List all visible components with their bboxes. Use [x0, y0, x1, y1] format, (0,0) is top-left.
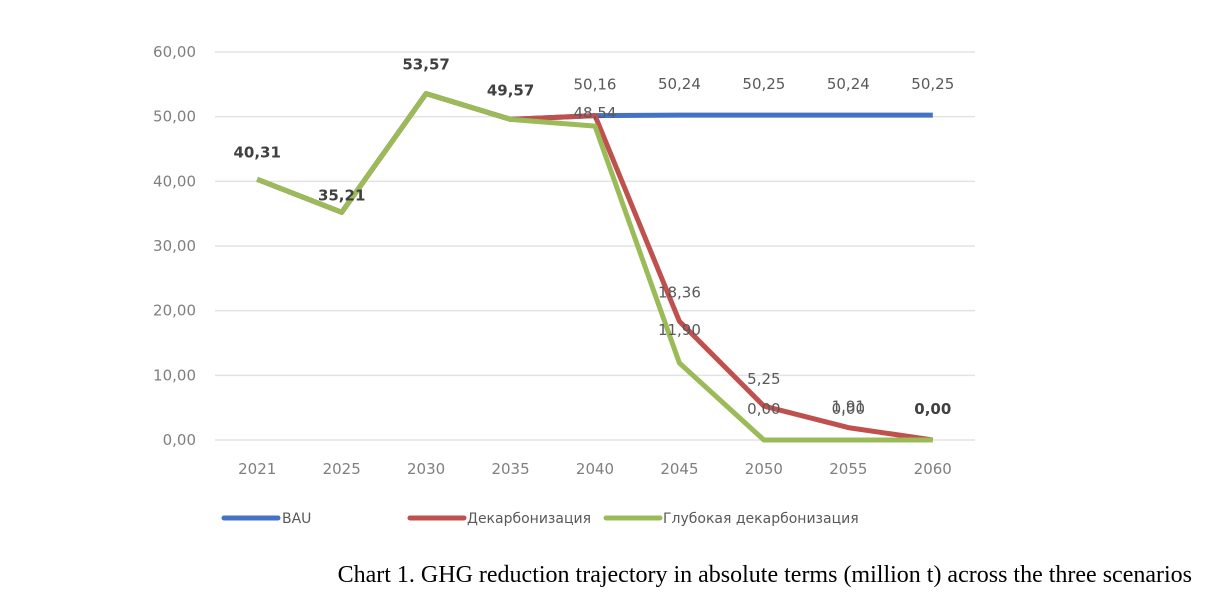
- data-labels: 40,31 35,21 53,57 49,57 50,16 50,24 50,25 50,24…: [233, 56, 954, 418]
- chart-caption: Chart 1. GHG reduction trajectory in abs…: [0, 562, 1232, 589]
- x-tick-label: 2021: [238, 460, 276, 478]
- data-label: 53,57: [402, 56, 449, 74]
- legend-item-decarbonization: Декарбонизация: [407, 511, 591, 527]
- data-label: 50,25: [742, 75, 785, 93]
- series-line-decarbonization: [256, 91, 934, 443]
- data-label: 49,57: [487, 81, 534, 99]
- data-label: 0,00: [914, 400, 951, 418]
- x-tick-label: 2060: [914, 460, 952, 478]
- data-label: 50,24: [658, 75, 701, 93]
- x-tick-label: 2040: [576, 460, 614, 478]
- data-label: 48,54: [574, 104, 617, 122]
- y-tick-label: 30,00: [153, 237, 196, 255]
- y-tick-label: 50,00: [153, 108, 196, 126]
- y-tick-label: 0,00: [163, 431, 196, 449]
- legend-item-bau: BAU: [221, 511, 311, 527]
- x-tick-label: 2050: [745, 460, 783, 478]
- y-tick-label: 40,00: [153, 172, 196, 190]
- series-lines: [256, 91, 934, 443]
- data-label: 50,16: [574, 76, 617, 94]
- data-label: 40,31: [233, 143, 280, 161]
- legend-label: Глубокая декарбонизация: [663, 511, 859, 527]
- legend: BAU Декарбонизация Глубокая декарбонизация: [221, 511, 859, 527]
- y-tick-label: 20,00: [153, 302, 196, 320]
- x-tick-label: 2030: [407, 460, 445, 478]
- data-label: 0,00: [747, 400, 780, 418]
- x-tick-label: 2025: [323, 460, 361, 478]
- data-label: 50,24: [827, 75, 870, 93]
- y-axis: 0,00 10,00 20,00 30,00 40,00 50,00 60,00: [153, 43, 196, 449]
- caption-text: Chart 1. GHG reduction trajectory in abs…: [337, 562, 1192, 588]
- data-label: 5,25: [747, 370, 780, 388]
- x-tick-label: 2035: [491, 460, 529, 478]
- legend-label: Декарбонизация: [467, 511, 591, 527]
- legend-item-deep-decarbonization: Глубокая декарбонизация: [603, 511, 859, 527]
- data-label: 50,25: [911, 75, 954, 93]
- y-tick-label: 60,00: [153, 43, 196, 61]
- series-line-deep-decarbonization: [256, 91, 933, 443]
- data-label: 11,90: [658, 321, 701, 339]
- y-tick-label: 10,00: [153, 366, 196, 384]
- x-axis: 2021 2025 2030 2035 2040 2045 2050 2055 2060: [238, 460, 952, 478]
- data-label: 35,21: [318, 186, 365, 204]
- x-tick-label: 2045: [660, 460, 698, 478]
- data-label: 18,36: [658, 283, 701, 301]
- legend-label: BAU: [282, 511, 311, 527]
- data-label: 0,00: [832, 400, 865, 418]
- data-label: 1,91: [832, 398, 865, 416]
- x-tick-label: 2055: [829, 460, 867, 478]
